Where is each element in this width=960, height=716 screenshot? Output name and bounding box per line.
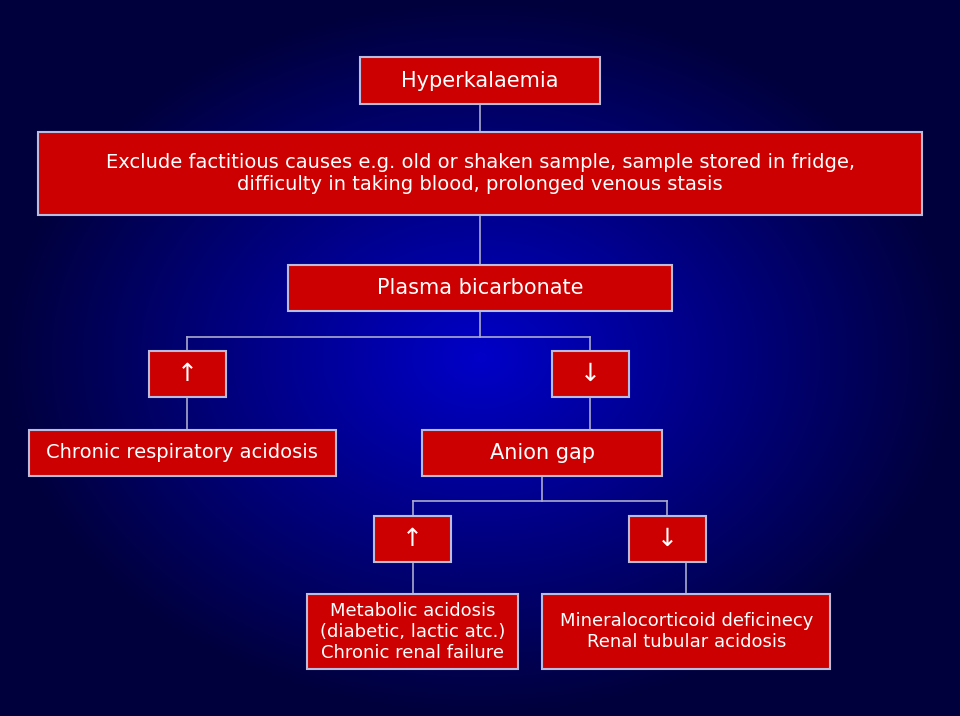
- Text: Chronic respiratory acidosis: Chronic respiratory acidosis: [46, 443, 319, 463]
- Text: Hyperkalaemia: Hyperkalaemia: [401, 71, 559, 90]
- FancyBboxPatch shape: [542, 594, 830, 669]
- FancyBboxPatch shape: [288, 265, 672, 311]
- Text: ↓: ↓: [580, 362, 601, 386]
- FancyBboxPatch shape: [422, 430, 662, 476]
- Text: ↑: ↑: [177, 362, 198, 386]
- FancyBboxPatch shape: [307, 594, 518, 669]
- Text: Metabolic acidosis
(diabetic, lactic atc.)
Chronic renal failure: Metabolic acidosis (diabetic, lactic atc…: [320, 602, 506, 662]
- FancyBboxPatch shape: [38, 132, 922, 215]
- Text: ↓: ↓: [657, 527, 678, 551]
- Text: Exclude factitious causes e.g. old or shaken sample, sample stored in fridge,
di: Exclude factitious causes e.g. old or sh…: [106, 153, 854, 194]
- Text: ↑: ↑: [402, 527, 423, 551]
- FancyBboxPatch shape: [552, 351, 629, 397]
- Text: Plasma bicarbonate: Plasma bicarbonate: [376, 279, 584, 298]
- FancyBboxPatch shape: [29, 430, 336, 476]
- FancyBboxPatch shape: [360, 57, 600, 104]
- Text: Anion gap: Anion gap: [490, 443, 595, 463]
- FancyBboxPatch shape: [374, 516, 451, 562]
- FancyBboxPatch shape: [629, 516, 706, 562]
- Text: Mineralocorticoid deficinecy
Renal tubular acidosis: Mineralocorticoid deficinecy Renal tubul…: [560, 612, 813, 652]
- FancyBboxPatch shape: [149, 351, 226, 397]
